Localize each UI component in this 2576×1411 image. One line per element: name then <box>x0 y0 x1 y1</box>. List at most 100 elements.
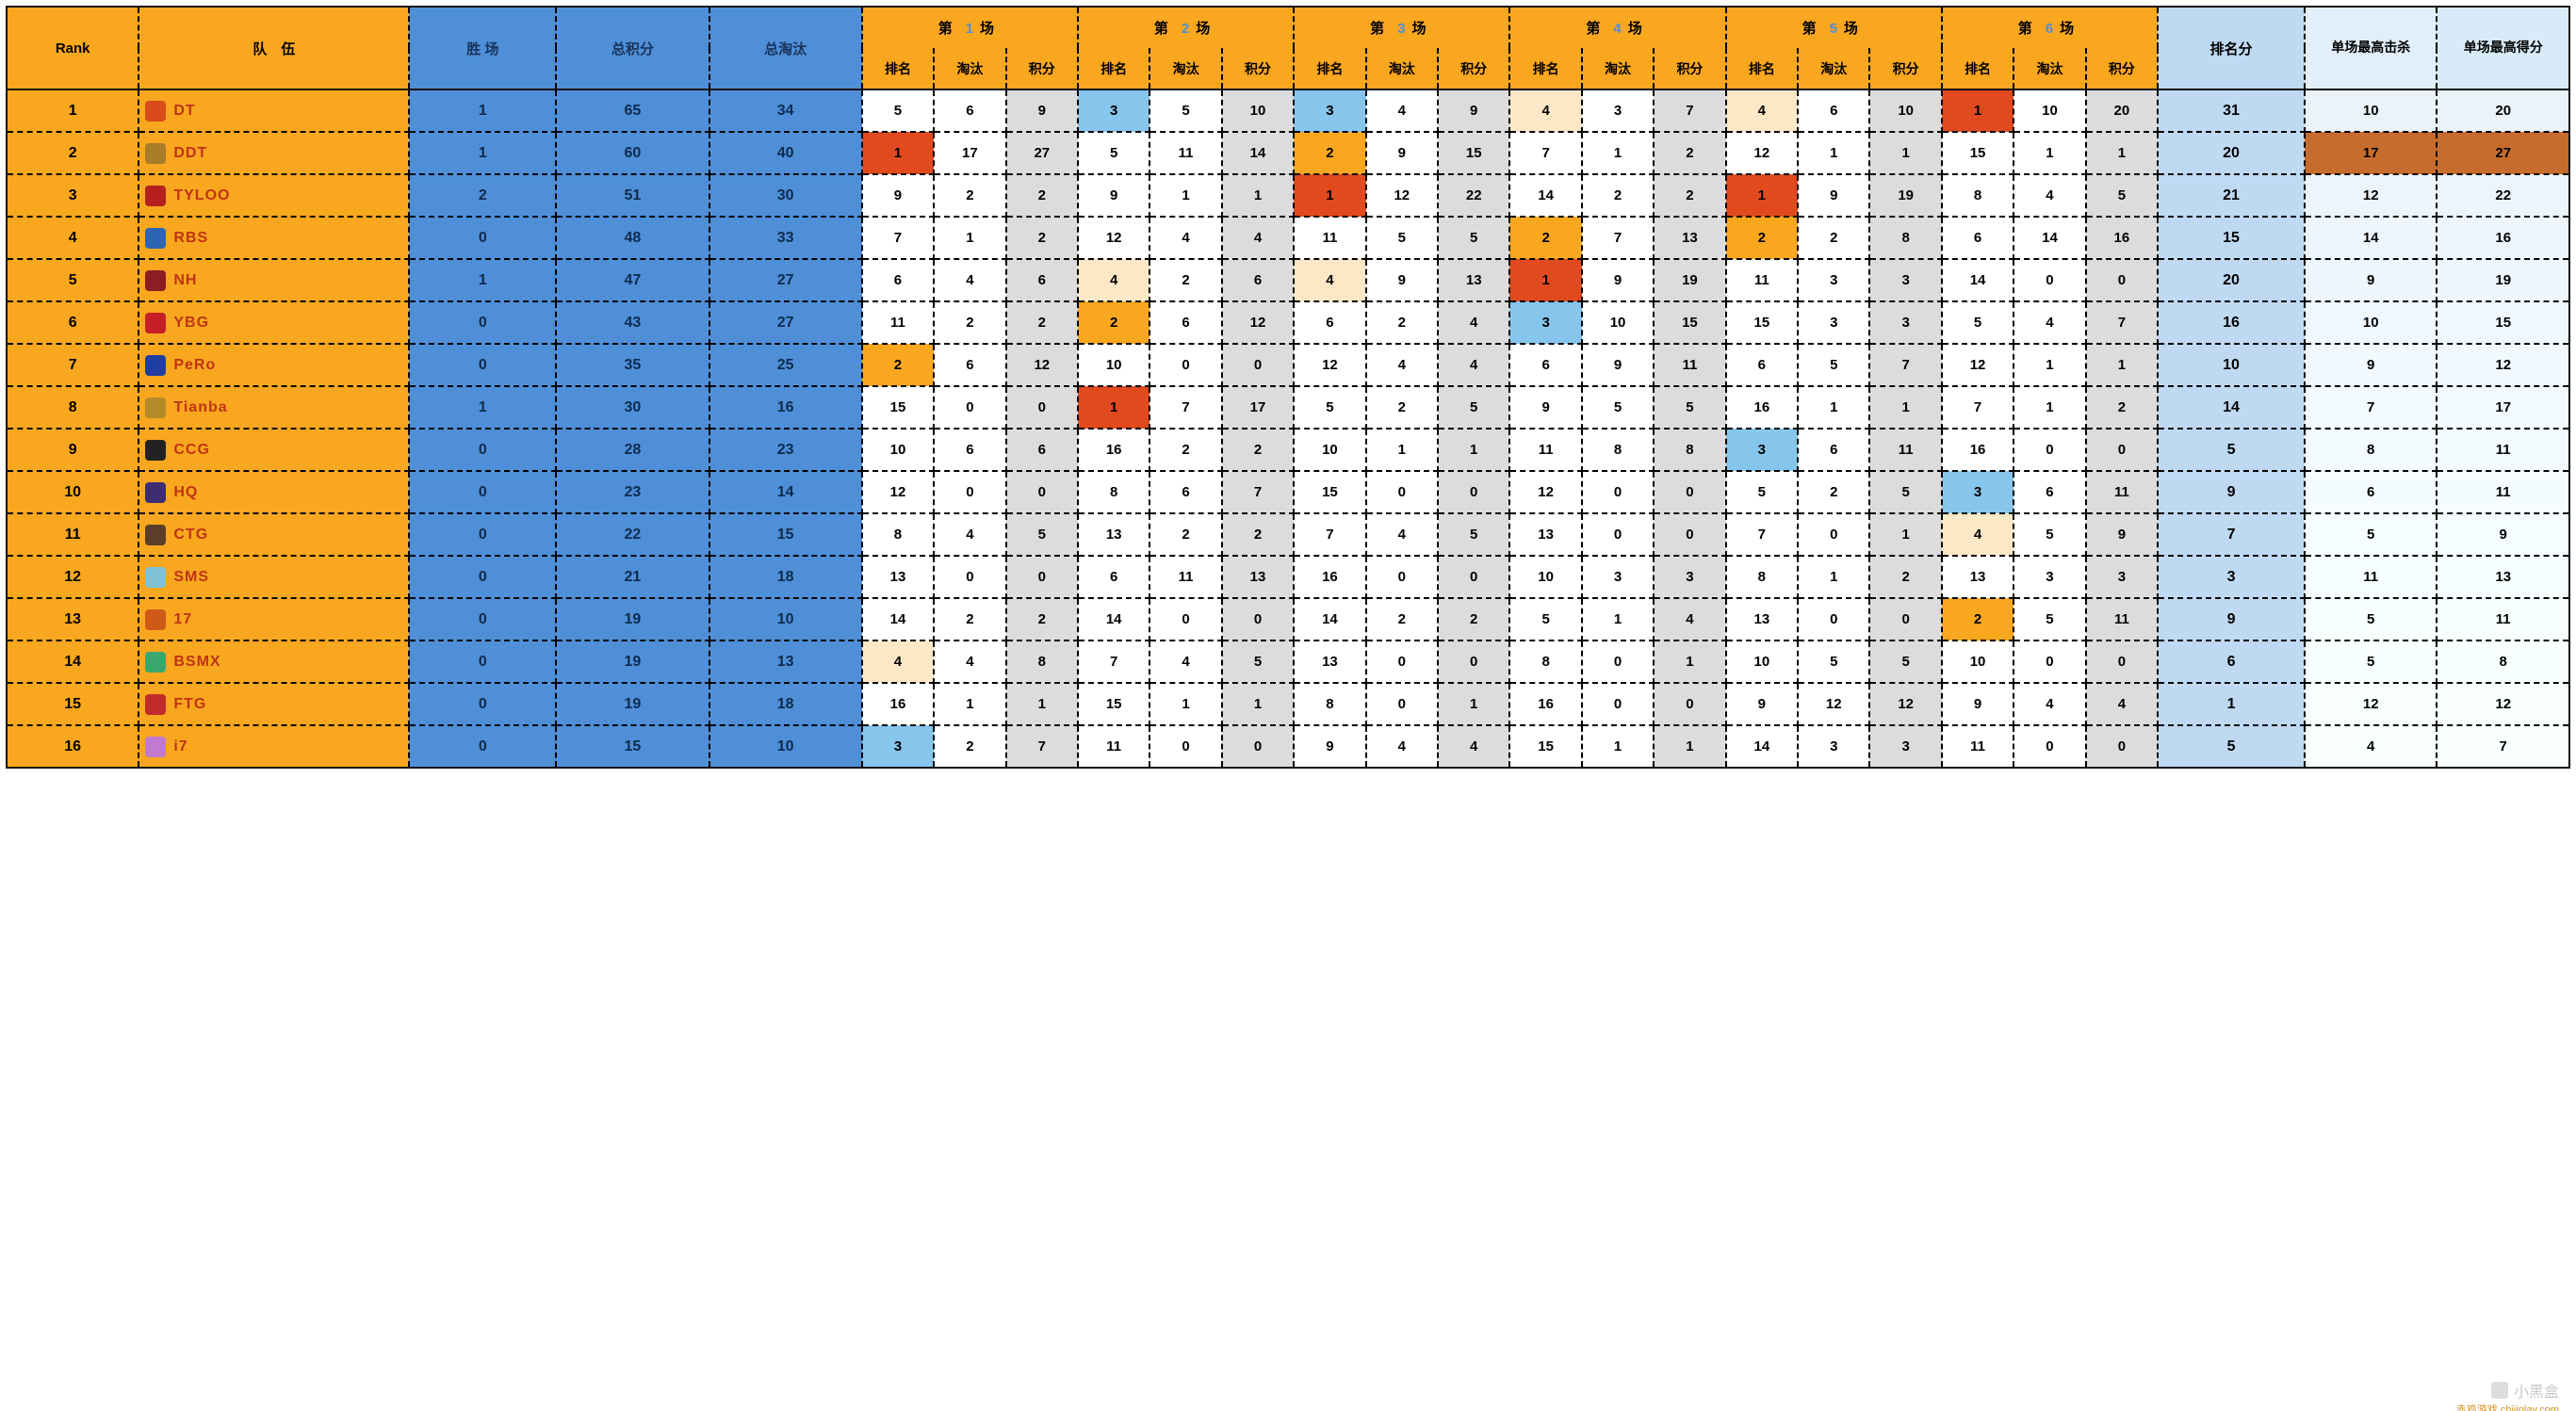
cell-round-pts: 1 <box>1654 725 1725 768</box>
cell-round-elim: 4 <box>2014 301 2085 344</box>
cell-round-rank: 7 <box>1078 641 1149 683</box>
sub-pts: 积分 <box>2086 48 2158 89</box>
cell-round-rank: 14 <box>1078 598 1149 641</box>
cell-maxkill: 11 <box>2305 556 2437 598</box>
cell-round-elim: 2 <box>934 174 1005 217</box>
cell-round-pts: 0 <box>1438 641 1509 683</box>
cell-round-elim: 9 <box>1366 132 1438 174</box>
cell-round-pts: 4 <box>2086 683 2158 725</box>
cell-round-rank: 5 <box>862 89 934 132</box>
cell-round-pts: 9 <box>1006 89 1078 132</box>
table-row: 11CTG0221584513227451300701459759 <box>7 513 2569 556</box>
table-row: 3TYLOO251309229111122214221919845211222 <box>7 174 2569 217</box>
cell-rank: 1 <box>7 89 139 132</box>
cell-totalelim: 40 <box>709 132 862 174</box>
cell-round-elim: 3 <box>1798 301 1869 344</box>
cell-round-rank: 7 <box>862 217 934 259</box>
cell-round-elim: 2 <box>1798 471 1869 513</box>
cell-round-elim: 5 <box>1366 217 1438 259</box>
col-totalpts: 总积分 <box>556 7 709 89</box>
cell-round-rank: 11 <box>1294 217 1365 259</box>
cell-round-pts: 4 <box>1438 344 1509 386</box>
cell-wins: 0 <box>409 429 556 471</box>
cell-round-pts: 13 <box>1222 556 1294 598</box>
table-row: 6YBG0432711222612624310151533547161015 <box>7 301 2569 344</box>
match-6-head: 第6场 <box>1942 7 2158 48</box>
team-name: Tianba <box>173 398 227 414</box>
cell-maxscore: 11 <box>2437 471 2569 513</box>
col-rank: Rank <box>7 7 139 89</box>
team-name: SMS <box>173 568 209 584</box>
cell-totalelim: 13 <box>709 641 862 683</box>
cell-round-pts: 11 <box>1654 344 1725 386</box>
cell-team: DDT <box>139 132 409 174</box>
match-3-head: 第3场 <box>1294 7 1509 48</box>
cell-team: HQ <box>139 471 409 513</box>
cell-round-rank: 12 <box>1078 217 1149 259</box>
cell-round-elim: 1 <box>2014 386 2085 429</box>
cell-rank: 8 <box>7 386 139 429</box>
cell-round-pts: 5 <box>1869 471 1941 513</box>
sub-elim: 淘汰 <box>934 48 1005 89</box>
cell-round-pts: 2 <box>1869 556 1941 598</box>
cell-round-elim: 9 <box>1366 259 1438 301</box>
cell-round-elim: 2 <box>934 598 1005 641</box>
cell-round-pts: 4 <box>1222 217 1294 259</box>
cell-maxscore: 27 <box>2437 132 2569 174</box>
cell-totalpts: 51 <box>556 174 709 217</box>
cell-maxscore: 7 <box>2437 725 2569 768</box>
cell-round-pts: 14 <box>1222 132 1294 174</box>
cell-maxkill: 5 <box>2305 513 2437 556</box>
cell-team: CCG <box>139 429 409 471</box>
cell-totalpts: 60 <box>556 132 709 174</box>
watermark: 小黑盒 <box>2491 1379 2559 1402</box>
cell-round-elim: 1 <box>934 217 1005 259</box>
cell-round-rank: 14 <box>862 598 934 641</box>
cell-team: DT <box>139 89 409 132</box>
cell-round-pts: 7 <box>2086 301 2158 344</box>
cell-round-pts: 15 <box>1654 301 1725 344</box>
table-row: 2DDT160401172751114291571212111511201727 <box>7 132 2569 174</box>
cell-round-elim: 6 <box>934 344 1005 386</box>
cell-totalpts: 47 <box>556 259 709 301</box>
cell-round-pts: 0 <box>1438 556 1509 598</box>
match-5-head: 第5场 <box>1726 7 1942 48</box>
cell-round-pts: 5 <box>1222 641 1294 683</box>
cell-round-rank: 13 <box>1509 513 1581 556</box>
cell-round-pts: 0 <box>1438 471 1509 513</box>
cell-totalpts: 19 <box>556 683 709 725</box>
cell-maxkill: 10 <box>2305 89 2437 132</box>
cell-round-pts: 27 <box>1006 132 1078 174</box>
cell-maxscore: 19 <box>2437 259 2569 301</box>
cell-round-rank: 7 <box>1726 513 1798 556</box>
cell-round-pts: 7 <box>1222 471 1294 513</box>
cell-round-elim: 1 <box>1582 725 1654 768</box>
cell-round-elim: 4 <box>1366 344 1438 386</box>
cell-round-rank: 13 <box>1726 598 1798 641</box>
cell-round-pts: 13 <box>1438 259 1509 301</box>
team-name: CTG <box>173 526 208 542</box>
cell-round-pts: 2 <box>1654 174 1725 217</box>
cell-round-rank: 8 <box>1509 641 1581 683</box>
cell-round-elim: 5 <box>2014 598 2085 641</box>
cell-round-pts: 15 <box>1438 132 1509 174</box>
cell-round-pts: 0 <box>2086 641 2158 683</box>
cell-round-pts: 4 <box>1654 598 1725 641</box>
cell-round-pts: 4 <box>1438 725 1509 768</box>
cell-round-rank: 11 <box>1942 725 2014 768</box>
cell-round-rank: 15 <box>862 386 934 429</box>
cell-maxkill: 12 <box>2305 174 2437 217</box>
cell-rank: 13 <box>7 598 139 641</box>
team-logo-icon <box>145 228 166 249</box>
cell-round-rank: 5 <box>1509 598 1581 641</box>
cell-round-elim: 4 <box>1149 217 1221 259</box>
cell-round-elim: 7 <box>1149 386 1221 429</box>
standings-table: Rank 队 伍 胜 场 总积分 总淘汰 第1场 第2场 第3场 第4场 第5场… <box>6 6 2570 769</box>
cell-round-pts: 8 <box>1006 641 1078 683</box>
team-name: PeRo <box>173 356 216 372</box>
cell-round-pts: 1 <box>2086 344 2158 386</box>
cell-round-rank: 1 <box>1078 386 1149 429</box>
cell-round-elim: 2 <box>1798 217 1869 259</box>
sub-rank: 排名 <box>1078 48 1149 89</box>
cell-round-pts: 0 <box>2086 429 2158 471</box>
